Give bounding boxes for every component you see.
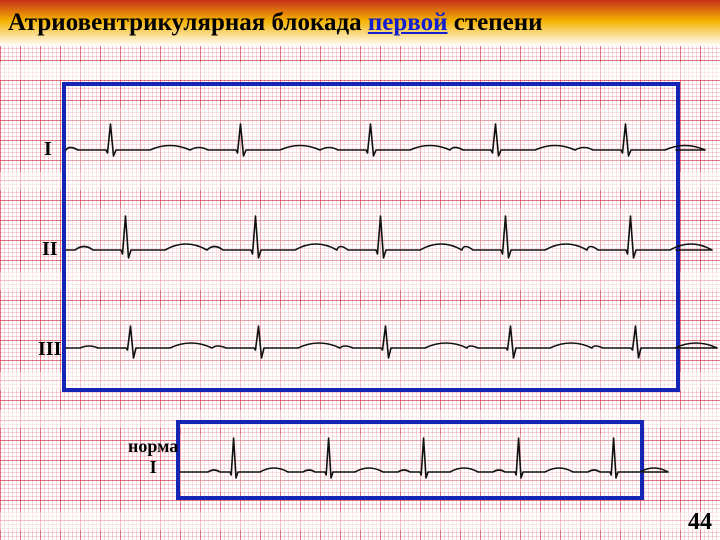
background-band (0, 62, 720, 80)
lead-label-I: I (44, 138, 52, 161)
norm-label-lead: I (128, 457, 178, 478)
lead-label-II: II (42, 238, 58, 261)
title-bar: Атриовентрикулярная блокада первой степе… (0, 0, 720, 46)
background-band (0, 512, 720, 530)
title-text-3: степени (448, 9, 543, 36)
ecg-path-norm (180, 438, 668, 478)
title-text-1: Атриовентрикулярная блокада (8, 9, 368, 36)
ecg-path-III (66, 326, 717, 358)
ecg-path-II (66, 216, 712, 258)
ecg-trace-I (66, 100, 676, 180)
norm-label-text: норма (128, 436, 178, 457)
ecg-trace-III (66, 300, 676, 380)
ecg-path-I (66, 124, 705, 156)
title-link-word: первой (368, 9, 448, 36)
norm-label: нормаI (128, 436, 178, 478)
slide-title: Атриовентрикулярная блокада первой степе… (8, 9, 543, 37)
ecg-trace-norm (180, 424, 640, 496)
ecg-trace-II (66, 200, 676, 280)
page-number: 44 (688, 509, 712, 536)
lead-label-III: III (38, 338, 61, 361)
